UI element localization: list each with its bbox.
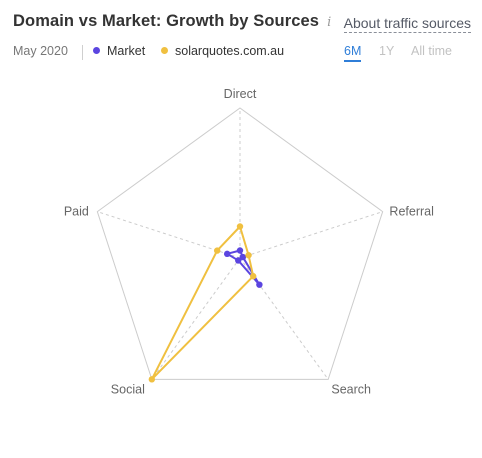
axis-label-social: Social xyxy=(111,382,145,396)
series-line-domain xyxy=(150,225,255,381)
legend-dot-market xyxy=(93,47,100,54)
toolbar-divider xyxy=(82,45,83,60)
axis-label-referral: Referral xyxy=(389,205,433,219)
axis-label-paid: Paid xyxy=(64,205,89,219)
series-market xyxy=(223,247,263,288)
tab-all-time[interactable]: All time xyxy=(411,44,452,58)
radar-outline xyxy=(96,107,384,380)
axis-label-direct: Direct xyxy=(224,87,257,101)
radar-series xyxy=(148,223,263,383)
data-point-market-referral[interactable] xyxy=(239,253,247,261)
period-tabs: 6M 1Y All time xyxy=(344,43,464,63)
legend-item-domain[interactable]: solarquotes.com.au xyxy=(161,44,284,58)
radar-spoke-referral xyxy=(239,211,383,259)
data-point-domain-referral[interactable] xyxy=(245,252,252,259)
tab-6m[interactable]: 6M xyxy=(344,44,362,62)
radar-axis-labels: Direct Referral Search Social Paid xyxy=(64,87,434,396)
axis-label-search: Search xyxy=(331,382,371,396)
series-domain xyxy=(148,223,257,383)
data-point-market-paid[interactable] xyxy=(223,250,231,258)
radar-grid xyxy=(96,107,384,380)
legend-dot-domain xyxy=(161,47,168,54)
chart-title-text: Domain vs Market: Growth by Sources xyxy=(13,12,320,30)
legend-item-market[interactable]: Market xyxy=(93,44,145,58)
chart-toolbar: May 2020 Market solarquotes.com.au 6M 1Y… xyxy=(13,43,471,63)
chart-header: Domain vs Market: Growth by Sources i Abo… xyxy=(13,12,471,36)
data-point-domain-paid[interactable] xyxy=(213,247,221,254)
data-point-domain-search[interactable] xyxy=(250,273,257,280)
data-point-market-direct[interactable] xyxy=(236,247,244,254)
data-point-domain-direct[interactable] xyxy=(236,223,244,230)
info-icon[interactable]: i xyxy=(327,15,332,30)
chart-title: Domain vs Market: Growth by Sources i xyxy=(13,12,331,31)
data-point-market-search[interactable] xyxy=(256,281,263,288)
legend-label-domain: solarquotes.com.au xyxy=(175,44,285,58)
about-traffic-sources-link[interactable]: About traffic sources xyxy=(343,15,471,33)
radar-spoke-social xyxy=(151,257,241,380)
data-point-market-social[interactable] xyxy=(235,257,242,264)
data-point-domain-social[interactable] xyxy=(148,376,156,383)
date-label: May 2020 xyxy=(13,44,68,58)
legend-label-market: Market xyxy=(107,44,146,58)
tab-1y[interactable]: 1Y xyxy=(379,44,395,58)
